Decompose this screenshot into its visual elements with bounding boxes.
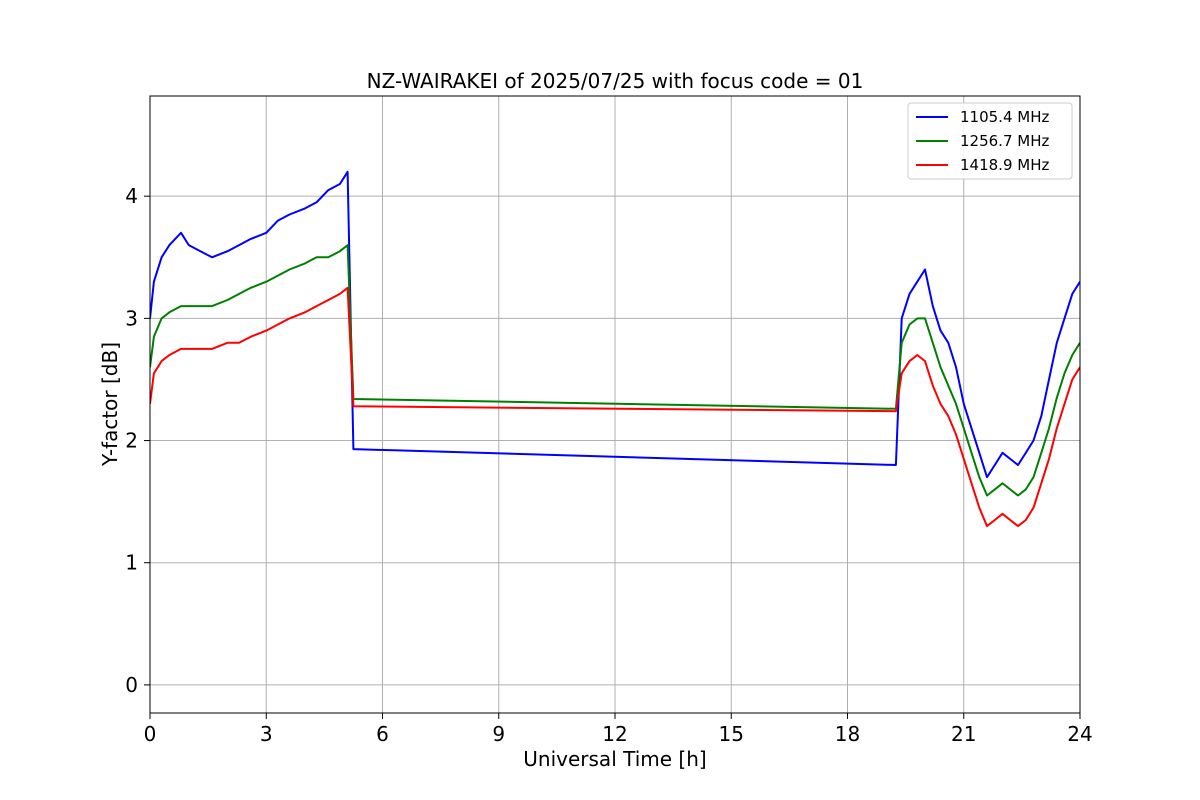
x-tick-label: 6 (376, 722, 389, 746)
x-axis-label: Universal Time [h] (523, 747, 706, 771)
y-tick-label: 3 (125, 306, 138, 330)
x-tick-label: 9 (492, 722, 505, 746)
y-axis-label: Y-factor [dB] (98, 342, 122, 467)
series-line-1 (150, 244, 1080, 497)
series-line-2 (150, 286, 1080, 528)
x-tick-label: 15 (719, 722, 744, 746)
x-tick-label: 0 (144, 722, 157, 746)
y-tick-label: 4 (125, 184, 138, 208)
legend: 1105.4 MHz 1256.7 MHz 1418.9 MHz (907, 102, 1073, 180)
x-tick-label: 18 (835, 722, 860, 746)
legend-box (907, 102, 1073, 180)
series-layer (150, 170, 1080, 528)
x-tick-label: 3 (260, 722, 273, 746)
y-tick-label: 1 (125, 551, 138, 575)
x-tick-label: 12 (602, 722, 627, 746)
chart-title: NZ-WAIRAKEI of 2025/07/25 with focus cod… (367, 69, 864, 93)
x-tick-label: 24 (1067, 722, 1092, 746)
x-tick-label: 21 (951, 722, 976, 746)
y-tick-label: 0 (125, 673, 138, 697)
legend-label: 1418.9 MHz (960, 156, 1049, 174)
legend-label: 1256.7 MHz (960, 132, 1049, 150)
legend-label: 1105.4 MHz (960, 108, 1049, 126)
series-line-0 (150, 170, 1080, 479)
y-tick-label: 2 (125, 429, 138, 453)
